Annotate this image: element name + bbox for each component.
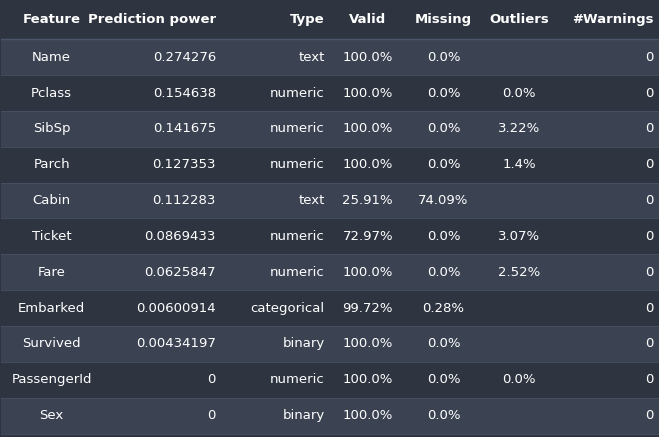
- Text: 0: 0: [645, 230, 654, 243]
- Text: Parch: Parch: [34, 158, 70, 171]
- Bar: [1, 75, 659, 111]
- Text: numeric: numeric: [270, 122, 325, 135]
- Text: 0.0625847: 0.0625847: [144, 266, 216, 279]
- Text: 0.28%: 0.28%: [422, 302, 465, 315]
- Text: 2.52%: 2.52%: [498, 266, 540, 279]
- Text: 0.0%: 0.0%: [426, 51, 460, 64]
- Text: 0.0%: 0.0%: [426, 230, 460, 243]
- Text: 0: 0: [645, 87, 654, 100]
- Text: 0: 0: [645, 337, 654, 350]
- Text: 0.0%: 0.0%: [426, 266, 460, 279]
- Text: Pclass: Pclass: [31, 87, 72, 100]
- Text: 72.97%: 72.97%: [343, 230, 393, 243]
- Text: 0.0%: 0.0%: [426, 87, 460, 100]
- Text: categorical: categorical: [250, 302, 325, 315]
- Text: Feature: Feature: [22, 13, 80, 26]
- Bar: [1, 254, 659, 290]
- Text: Ticket: Ticket: [32, 230, 72, 243]
- Text: 3.22%: 3.22%: [498, 122, 540, 135]
- Text: 0: 0: [645, 122, 654, 135]
- Bar: [1, 0, 659, 39]
- Text: 3.07%: 3.07%: [498, 230, 540, 243]
- Text: 0.0%: 0.0%: [426, 409, 460, 422]
- Text: 100.0%: 100.0%: [343, 122, 393, 135]
- Text: 100.0%: 100.0%: [343, 158, 393, 171]
- Text: 0.141675: 0.141675: [153, 122, 216, 135]
- Text: 100.0%: 100.0%: [343, 266, 393, 279]
- Text: #Warnings: #Warnings: [572, 13, 654, 26]
- Text: 25.91%: 25.91%: [343, 194, 393, 207]
- Bar: [1, 111, 659, 147]
- Text: Missing: Missing: [415, 13, 472, 26]
- Bar: [1, 147, 659, 183]
- Text: 1.4%: 1.4%: [502, 158, 536, 171]
- Bar: [1, 39, 659, 75]
- Text: 0.112283: 0.112283: [153, 194, 216, 207]
- Text: Cabin: Cabin: [33, 194, 71, 207]
- Text: 0: 0: [645, 373, 654, 386]
- Text: Embarked: Embarked: [18, 302, 85, 315]
- Text: Prediction power: Prediction power: [88, 13, 216, 26]
- Text: 99.72%: 99.72%: [343, 302, 393, 315]
- Text: 0.0%: 0.0%: [502, 87, 536, 100]
- Text: 0.0%: 0.0%: [426, 337, 460, 350]
- Text: 0.00434197: 0.00434197: [136, 337, 216, 350]
- Bar: [1, 326, 659, 362]
- Bar: [1, 398, 659, 434]
- Bar: [1, 290, 659, 326]
- Text: Valid: Valid: [349, 13, 386, 26]
- Text: text: text: [298, 51, 325, 64]
- Bar: [1, 183, 659, 218]
- Text: 0.274276: 0.274276: [153, 51, 216, 64]
- Text: SibSp: SibSp: [33, 122, 71, 135]
- Text: 0.127353: 0.127353: [152, 158, 216, 171]
- Text: 74.09%: 74.09%: [418, 194, 469, 207]
- Text: 100.0%: 100.0%: [343, 337, 393, 350]
- Text: 0: 0: [645, 266, 654, 279]
- Text: numeric: numeric: [270, 158, 325, 171]
- Text: Outliers: Outliers: [489, 13, 549, 26]
- Text: numeric: numeric: [270, 373, 325, 386]
- Bar: [1, 362, 659, 398]
- Text: 100.0%: 100.0%: [343, 51, 393, 64]
- Text: 0: 0: [208, 409, 216, 422]
- Text: 0.0%: 0.0%: [426, 122, 460, 135]
- Text: Fare: Fare: [38, 266, 66, 279]
- Text: 0.00600914: 0.00600914: [136, 302, 216, 315]
- Text: PassengerId: PassengerId: [11, 373, 92, 386]
- Text: 0.0%: 0.0%: [426, 158, 460, 171]
- Text: numeric: numeric: [270, 87, 325, 100]
- Text: 0.0%: 0.0%: [426, 373, 460, 386]
- Text: Name: Name: [32, 51, 71, 64]
- Text: text: text: [298, 194, 325, 207]
- Text: 0: 0: [645, 302, 654, 315]
- Text: numeric: numeric: [270, 266, 325, 279]
- Text: binary: binary: [282, 409, 325, 422]
- Text: 0: 0: [645, 51, 654, 64]
- Text: 0: 0: [645, 409, 654, 422]
- Text: Type: Type: [290, 13, 325, 26]
- Text: 0: 0: [645, 194, 654, 207]
- Text: 100.0%: 100.0%: [343, 87, 393, 100]
- Text: 0.0%: 0.0%: [502, 373, 536, 386]
- Text: 0: 0: [645, 158, 654, 171]
- Text: Sex: Sex: [40, 409, 64, 422]
- Text: binary: binary: [282, 337, 325, 350]
- Text: 0.0869433: 0.0869433: [144, 230, 216, 243]
- Text: Survived: Survived: [22, 337, 81, 350]
- Text: numeric: numeric: [270, 230, 325, 243]
- Text: 100.0%: 100.0%: [343, 409, 393, 422]
- Bar: [1, 218, 659, 254]
- Text: 0: 0: [208, 373, 216, 386]
- Text: 0.154638: 0.154638: [153, 87, 216, 100]
- Text: 100.0%: 100.0%: [343, 373, 393, 386]
